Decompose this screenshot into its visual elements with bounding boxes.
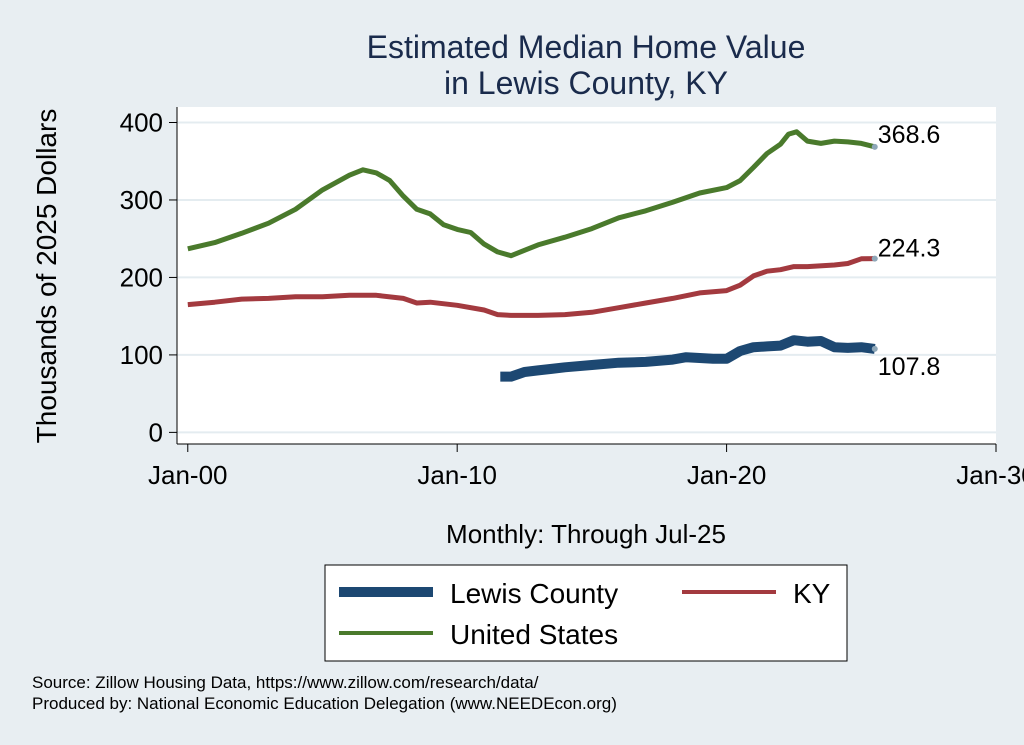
end-label-lewis-county: 107.8 <box>878 353 941 381</box>
series-lines <box>187 129 878 382</box>
series-line-lewis-county <box>500 335 876 382</box>
y-tick-label: 300 <box>120 185 163 215</box>
end-labels: 368.6 224.3 107.8 <box>878 121 941 381</box>
x-axis-ticks: Jan-00 Jan-10 Jan-20 Jan-30 <box>148 444 1024 490</box>
series-end-marker-lewis-county <box>871 345 878 352</box>
y-axis-ticks: 0 100 200 300 400 <box>120 107 177 447</box>
x-tick-label: Jan-00 <box>148 460 228 490</box>
y-tick-label: 400 <box>120 107 163 137</box>
y-tick-label: 200 <box>120 262 163 292</box>
produced-by-note: Produced by: National Economic Education… <box>32 694 617 713</box>
series-line-united-states <box>187 129 876 259</box>
y-axis-title: Thousands of 2025 Dollars <box>31 109 62 444</box>
legend-label-lewis-county: Lewis County <box>450 578 618 609</box>
legend-label-ky: KY <box>793 578 831 609</box>
plot-area <box>177 107 996 444</box>
x-tick-label: Jan-30 <box>956 460 1024 490</box>
legend-label-united-states: United States <box>450 619 618 650</box>
chart-title-line-2: in Lewis County, KY <box>444 65 728 101</box>
gridlines <box>177 121 996 434</box>
end-label-united-states: 368.6 <box>878 121 941 149</box>
series-end-marker-united-states <box>871 143 878 150</box>
series-end-marker-ky <box>871 255 878 262</box>
series-line-ky <box>187 256 875 318</box>
x-tick-label: Jan-20 <box>687 460 767 490</box>
y-tick-label: 0 <box>149 417 163 447</box>
end-label-ky: 224.3 <box>878 235 941 263</box>
x-tick-label: Jan-10 <box>417 460 497 490</box>
x-axis-title: Monthly: Through Jul-25 <box>446 519 726 549</box>
legend-box <box>324 564 848 662</box>
source-note: Source: Zillow Housing Data, https://www… <box>32 673 539 692</box>
chart-title-line-1: Estimated Median Home Value <box>367 29 806 65</box>
y-tick-label: 100 <box>120 340 163 370</box>
